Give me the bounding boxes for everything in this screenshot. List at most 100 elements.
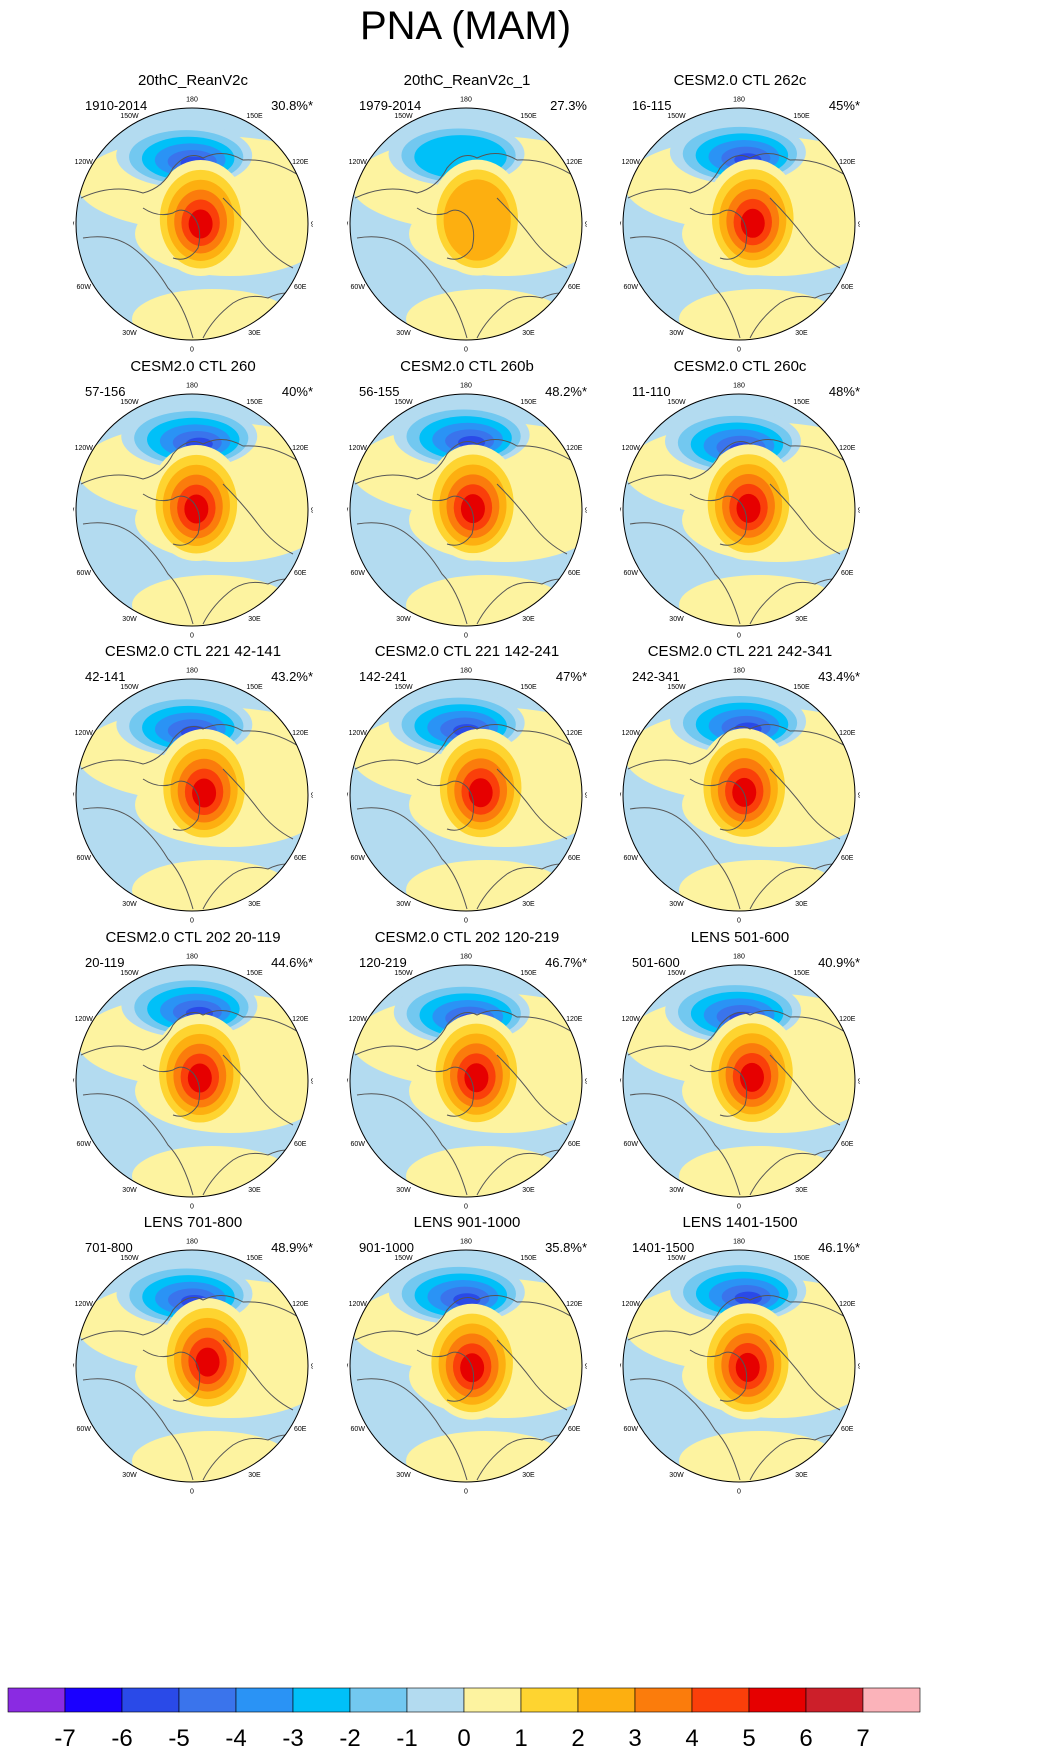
coastline-segment xyxy=(627,153,851,199)
panel-title: CESM2.0 CTL 202 120-219 xyxy=(374,929,560,946)
contour-positive-lobe xyxy=(443,179,511,261)
longitude-label: 30E xyxy=(248,1472,261,1479)
panel-title: CESM2.0 CTL 221 42-141 xyxy=(104,643,282,660)
longitude-label: 120W xyxy=(75,159,94,166)
longitude-label: 120E xyxy=(292,159,309,166)
longitude-label: 120E xyxy=(292,1016,309,1023)
longitude-label: 120W xyxy=(75,1016,94,1023)
longitude-label: 120E xyxy=(292,1301,309,1308)
coastline-segment xyxy=(496,1054,568,1126)
panel-period: 501-600 xyxy=(632,955,680,970)
contour-positive-lobe xyxy=(736,493,761,523)
colorbar-swatch xyxy=(406,1687,465,1713)
longitude-label: 150W xyxy=(394,684,413,691)
longitude-label: 90E xyxy=(311,793,313,800)
coastline-segment xyxy=(80,724,304,770)
polar-map: 180 150E 120E 90E 60E 30E 0 30W 60W 90W 120W 150W xyxy=(347,668,587,925)
polar-map: 180 150E 120E 90E 60E 30E 0 30W 60W 90W 120W 150W xyxy=(73,954,313,1211)
longitude-label: 150W xyxy=(120,970,139,977)
longitude-label: 120E xyxy=(292,730,309,737)
coastline-segment xyxy=(689,493,748,546)
coastline-segment xyxy=(222,1054,294,1126)
colorbar-tick-label: 3 xyxy=(628,1725,641,1752)
map-border xyxy=(622,393,856,627)
polar-map: 180 150E 120E 90E 60E 30E 0 30W 60W 90W 120W 150W xyxy=(73,668,313,925)
longitude-label: 90W xyxy=(347,222,349,229)
longitude-label: 0 xyxy=(464,1489,468,1496)
colorbar-tick-label: -7 xyxy=(54,1725,75,1752)
coastlines xyxy=(627,1010,851,1196)
coastline-segment xyxy=(354,724,578,770)
coastline-segment xyxy=(629,236,741,339)
longitude-label: 120W xyxy=(349,1016,368,1023)
contour-positive-lobe xyxy=(192,778,217,808)
coastline-segment xyxy=(142,1349,201,1402)
panel-period: 56-155 xyxy=(359,384,400,399)
coastline-segment xyxy=(356,1093,468,1196)
contour-positive-lobe xyxy=(460,494,485,524)
panel-variance: 48.2%* xyxy=(545,384,587,399)
contour-negative-lobe xyxy=(453,1293,481,1307)
panel-period: 142-241 xyxy=(359,669,407,684)
colorbar-tick-label: 1 xyxy=(514,1725,527,1752)
coastline-segment xyxy=(416,493,475,546)
coastline-segment xyxy=(142,778,201,831)
longitude-label: 0 xyxy=(190,1489,194,1496)
longitude-label: 60E xyxy=(568,1426,581,1433)
panel-title: CESM2.0 CTL 221 142-241 xyxy=(374,643,560,660)
longitude-label: 0 xyxy=(190,633,194,640)
longitude-label: 120E xyxy=(566,1301,583,1308)
panel-period: 1979-2014 xyxy=(359,98,422,113)
longitude-label: 30E xyxy=(522,1472,535,1479)
longitude-label: 90E xyxy=(585,508,587,515)
longitude-label: 60W xyxy=(351,855,366,862)
panel-title: CESM2.0 CTL 260c xyxy=(673,358,807,375)
longitude-label: 120W xyxy=(622,159,641,166)
panel-variance: 47%* xyxy=(555,669,587,684)
coastline-segment xyxy=(80,439,304,485)
longitude-label: 60W xyxy=(624,284,639,291)
longitude-label: 60W xyxy=(624,1426,639,1433)
map-panel: CESM2.0 CTL 221 142-241 142-241 47%* 180 150… xyxy=(347,643,647,963)
longitude-label: 90W xyxy=(73,508,75,515)
longitude-label: 60E xyxy=(294,855,307,862)
longitude-label: 60E xyxy=(841,855,854,862)
longitude-label: 30E xyxy=(248,616,261,623)
longitude-label: 90E xyxy=(311,1364,313,1371)
longitude-label: 120E xyxy=(566,1016,583,1023)
longitude-label: 150E xyxy=(793,113,810,120)
coastline-segment xyxy=(80,1010,304,1056)
longitude-label: 60W xyxy=(351,1141,366,1148)
longitude-label: 0 xyxy=(737,918,741,925)
longitude-label: 60E xyxy=(841,570,854,577)
longitude-label: 150E xyxy=(520,1255,537,1262)
coastline-segment xyxy=(416,778,475,831)
longitude-label: 90E xyxy=(311,508,313,515)
coastline-segment xyxy=(354,1295,578,1341)
longitude-label: 90W xyxy=(73,222,75,229)
coastlines xyxy=(354,724,578,910)
coastline-segment xyxy=(82,1378,194,1481)
coastline-segment xyxy=(496,768,568,840)
longitude-label: 150E xyxy=(520,399,537,406)
longitude-label: 30E xyxy=(795,616,808,623)
coastline-segment xyxy=(354,1010,578,1056)
coastline-segment xyxy=(82,807,194,910)
panel-period: 901-1000 xyxy=(359,1240,414,1255)
panel-variance: 27.3% xyxy=(550,98,587,113)
longitude-label: 180 xyxy=(733,668,745,675)
longitude-label: 30W xyxy=(396,330,411,337)
polar-map: 180 150E 120E 90E 60E 30E 0 30W 60W 90W 120W 150W xyxy=(347,97,587,354)
coastline-segment xyxy=(629,1093,741,1196)
polar-map: 180 150E 120E 90E 60E 30E 0 30W 60W 90W 120W 150W xyxy=(620,383,860,640)
coastline-segment xyxy=(80,1295,304,1341)
colorbar-tick-label: -6 xyxy=(111,1725,132,1752)
coastline-segment xyxy=(769,1054,841,1126)
panel-variance: 43.2%* xyxy=(271,669,313,684)
longitude-label: 0 xyxy=(464,633,468,640)
longitude-label: 150W xyxy=(120,399,139,406)
polar-map: 180 150E 120E 90E 60E 30E 0 30W 60W 90W 120W 150W xyxy=(347,1239,587,1496)
panel-variance: 40.9%* xyxy=(818,955,860,970)
longitude-label: 90E xyxy=(858,1364,860,1371)
coastline-segment xyxy=(629,522,741,625)
